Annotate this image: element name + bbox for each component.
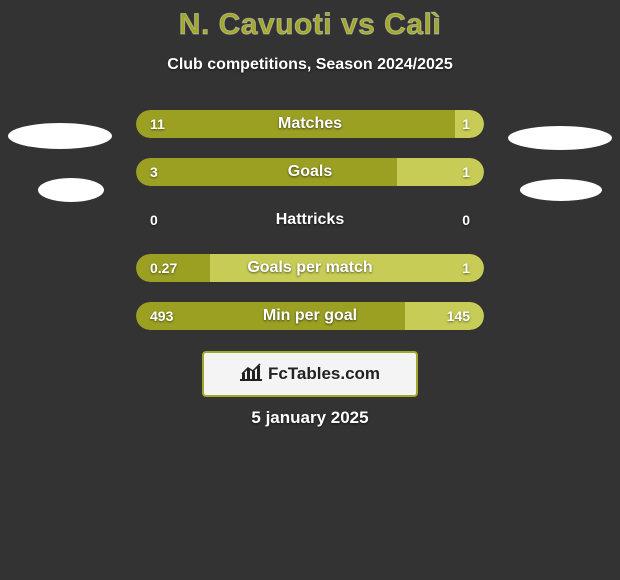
right-value: 145	[447, 302, 470, 330]
right-value: 0	[462, 206, 470, 234]
stat-row: 493145Min per goal	[0, 302, 620, 330]
logo-card[interactable]: FcTables.com	[202, 351, 418, 397]
bar-left	[136, 302, 405, 330]
page-title: N. Cavuoti vs Calì	[0, 0, 620, 42]
bar-track	[136, 206, 484, 234]
right-value: 1	[462, 254, 470, 282]
bar-track	[136, 254, 484, 282]
bar-left	[136, 158, 397, 186]
page-subtitle: Club competitions, Season 2024/2025	[0, 56, 620, 74]
comparison-card: N. Cavuoti vs Calì Club competitions, Se…	[0, 0, 620, 580]
left-value: 0	[150, 206, 158, 234]
left-value: 493	[150, 302, 173, 330]
decorative-ellipse	[520, 179, 602, 201]
bar-right	[210, 254, 484, 282]
left-value: 0.27	[150, 254, 177, 282]
date-label: 5 january 2025	[0, 408, 620, 428]
logo-text: FcTables.com	[268, 364, 380, 384]
bar-right	[405, 302, 484, 330]
stat-row: 00Hattricks	[0, 206, 620, 234]
decorative-ellipse	[38, 178, 104, 202]
bar-track	[136, 302, 484, 330]
bar-track	[136, 110, 484, 138]
left-value: 11	[150, 110, 165, 138]
right-value: 1	[462, 158, 470, 186]
decorative-ellipse	[8, 123, 112, 149]
stat-row: 0.271Goals per match	[0, 254, 620, 282]
right-value: 1	[462, 110, 470, 138]
left-value: 3	[150, 158, 158, 186]
decorative-ellipse	[508, 126, 612, 150]
bar-left	[136, 110, 455, 138]
bar-right	[397, 158, 484, 186]
chart-icon	[240, 363, 262, 386]
bar-track	[136, 158, 484, 186]
